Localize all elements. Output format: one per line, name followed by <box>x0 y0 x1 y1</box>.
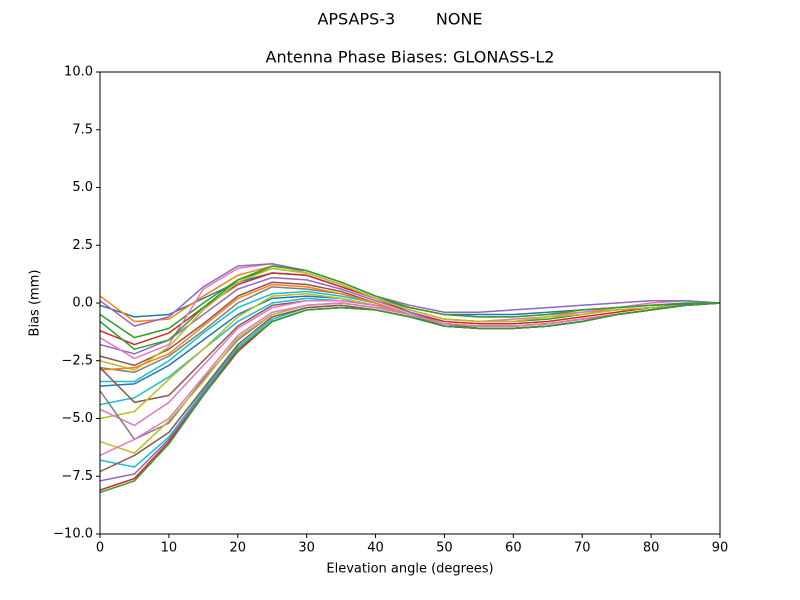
x-tick-label: 20 <box>230 541 247 556</box>
y-axis-label: Bias (mm) <box>28 270 43 337</box>
y-tick-label: 2.5 <box>72 238 93 253</box>
x-tick-label: 60 <box>505 541 522 556</box>
y-tick-label: 5.0 <box>72 180 93 195</box>
y-tick-label: 0.0 <box>72 296 93 311</box>
y-tick-label: −5.0 <box>61 411 93 426</box>
chart-title: Antenna Phase Biases: GLONASS-L2 <box>266 48 555 67</box>
series-line <box>99 302 721 494</box>
y-tick-label: −2.5 <box>61 353 93 368</box>
x-tick-label: 70 <box>574 541 591 556</box>
x-tick-label: 80 <box>643 541 660 556</box>
x-tick-label: 10 <box>161 541 178 556</box>
x-tick-label: 40 <box>367 541 384 556</box>
y-tick-label: 10.0 <box>64 65 93 80</box>
series-line <box>99 262 721 327</box>
y-tick-label: −7.5 <box>61 469 93 484</box>
x-tick-label: 50 <box>436 541 453 556</box>
y-tick-label: −10.0 <box>53 527 93 542</box>
y-tick-label: 7.5 <box>72 122 93 137</box>
suptitle: APSAPS-3 NONE <box>317 10 482 29</box>
x-axis-label: Elevation angle (degrees) <box>326 562 493 577</box>
series-line <box>99 265 720 350</box>
x-tick-label: 90 <box>712 541 729 556</box>
x-tick-label: 0 <box>96 541 104 556</box>
series-line <box>99 267 721 371</box>
x-tick-label: 30 <box>298 541 315 556</box>
